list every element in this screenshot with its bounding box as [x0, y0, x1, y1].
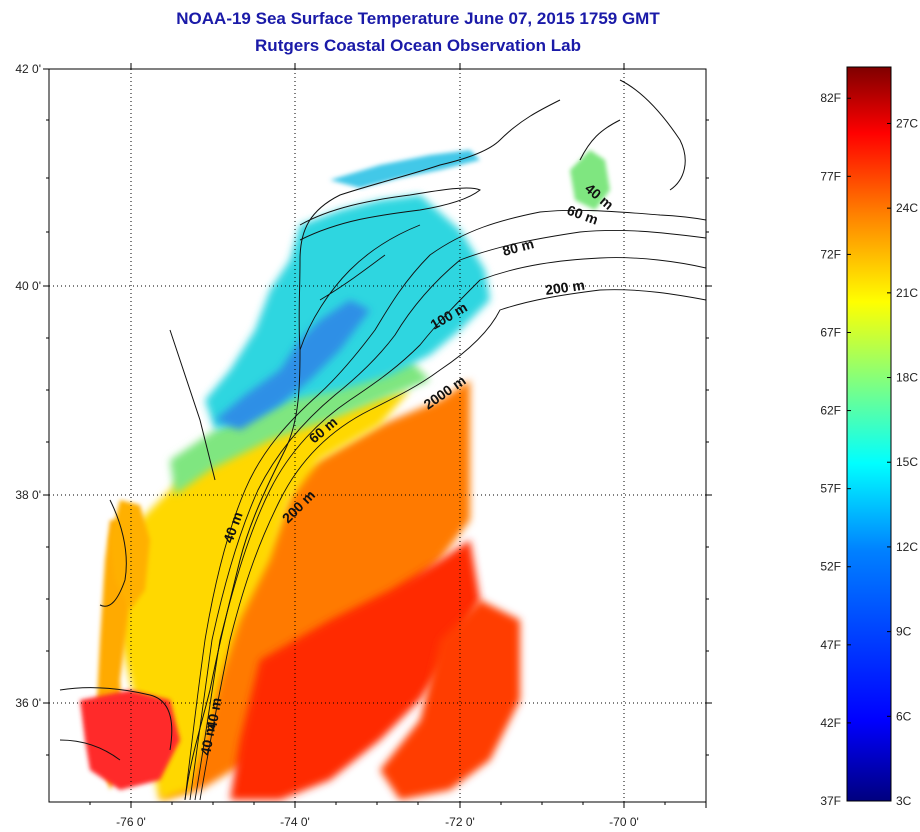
- contour-line: [184, 209, 706, 801]
- colorbar-celsius-labels: 27C 24C 21C 18C 15C 12C 9C 6C 3C: [896, 116, 918, 808]
- lon-label-72: -72 0': [445, 815, 475, 829]
- lon-label-74: -74 0': [280, 815, 310, 829]
- colorbar-f-label: 62F: [820, 404, 841, 418]
- long-island-outline: [299, 187, 481, 241]
- contour-label-40m-south1: 40 m: [203, 696, 224, 730]
- lat-label-42: 42 0': [15, 62, 41, 76]
- pamlico-sound-water: [80, 690, 180, 790]
- temperature-colorbar: [846, 66, 892, 802]
- colorbar-f-label: 42F: [820, 716, 841, 730]
- colorbar-f-label: 52F: [820, 560, 841, 574]
- colorbar-ticks: [847, 97, 891, 802]
- lat-lon-grid: [49, 69, 706, 802]
- colorbar-f-label: 67F: [820, 325, 841, 339]
- map-title: NOAA-19 Sea Surface Temperature June 07,…: [176, 9, 660, 28]
- lat-label-40: 40 0': [15, 279, 41, 293]
- long-island-sound-water: [330, 150, 480, 188]
- colorbar-c-label: 24C: [896, 201, 918, 215]
- lat-label-36: 36 0': [15, 696, 41, 710]
- contour-line: [299, 224, 421, 351]
- colorbar-fahrenheit-labels: 82F 77F 72F 67F 62F 57F 52F 47F 42F 37F: [820, 91, 841, 808]
- colorbar-c-label: 21C: [896, 286, 918, 300]
- chesapeake-outline: [99, 329, 216, 607]
- sst-field: [80, 150, 610, 800]
- contour-label-40m-south2: 40 m: [197, 722, 218, 756]
- lat-label-38: 38 0': [15, 488, 41, 502]
- cool-blue-water: [215, 300, 370, 430]
- contour-line: [189, 229, 706, 801]
- contour-label-80m: 80 m: [501, 235, 536, 259]
- colorbar-f-label: 47F: [820, 638, 841, 652]
- nantucket-patch: [570, 150, 610, 210]
- contour-label-200m-ne: 200 m: [544, 277, 586, 298]
- atlantic-coastline: [184, 99, 561, 801]
- lon-label-70: -70 0': [609, 815, 639, 829]
- colorbar-c-label: 27C: [896, 116, 918, 130]
- colorbar-f-label: 57F: [820, 482, 841, 496]
- offshore-red-patch-2: [380, 600, 520, 800]
- chesapeake-water: [110, 500, 150, 610]
- lon-label-76: -76 0': [116, 815, 146, 829]
- colorbar-c-label: 12C: [896, 540, 918, 554]
- map-subtitle: Rutgers Coastal Ocean Observation Lab: [255, 36, 581, 55]
- green-transition-water: [170, 360, 430, 495]
- cape-cod-outline: [579, 79, 686, 191]
- frame-ticks: [43, 63, 712, 808]
- colorbar-f-label: 37F: [820, 794, 841, 808]
- colorbar-c-label: 3C: [896, 794, 912, 808]
- coastline: [59, 79, 686, 801]
- colorbar-c-label: 18C: [896, 371, 918, 385]
- colorbar-f-label: 72F: [820, 247, 841, 261]
- colorbar-f-label: 82F: [820, 91, 841, 105]
- contour-line: [194, 257, 706, 801]
- colorbar-c-label: 9C: [896, 625, 912, 639]
- colorbar-f-label: 77F: [820, 169, 841, 183]
- offshore-warm-water: [160, 380, 470, 800]
- colorbar-c-label: 6C: [896, 709, 912, 723]
- colorbar-c-label: 15C: [896, 455, 918, 469]
- contour-line: [199, 289, 706, 801]
- pamlico-outline: [59, 687, 173, 761]
- offshore-red-patch: [230, 540, 480, 800]
- shelf-yellow-water: [110, 390, 410, 800]
- bathymetry-contours: [184, 209, 706, 801]
